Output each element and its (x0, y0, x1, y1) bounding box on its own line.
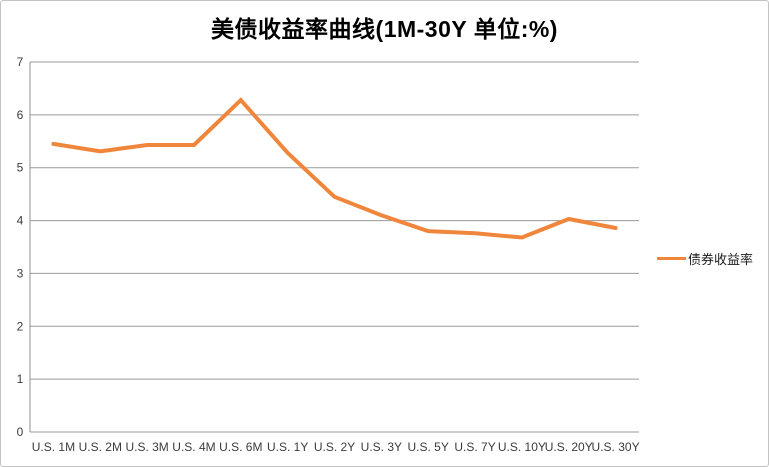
x-axis-label: U.S. 30Y (592, 440, 640, 454)
x-axis-label: U.S. 2M (79, 440, 122, 454)
x-axis-label: U.S. 6M (219, 440, 262, 454)
x-axis-label: U.S. 4M (172, 440, 215, 454)
x-axis-label: U.S. 20Y (545, 440, 593, 454)
x-axis-label: U.S. 1M (32, 440, 75, 454)
y-tick-label: 2 (17, 319, 24, 333)
chart-title: 美债收益率曲线(1M-30Y 单位:%) (211, 16, 558, 42)
bond-yield-series-line (51, 97, 618, 240)
x-axis-label: U.S. 7Y (454, 440, 495, 454)
y-tick-label: 0 (17, 425, 24, 439)
y-tick-label: 7 (17, 55, 24, 69)
x-axis-label: U.S. 3M (125, 440, 168, 454)
legend-series-label: 债券收益率 (688, 252, 754, 267)
x-axis-label: U.S. 10Y (498, 440, 546, 454)
y-tick-label: 6 (17, 108, 24, 122)
y-tick-label: 3 (17, 266, 24, 280)
x-axis-label: U.S. 1Y (267, 440, 308, 454)
series-line-legend-marker (657, 257, 686, 260)
y-tick-label: 5 (17, 161, 24, 175)
y-tick-label: 4 (17, 214, 24, 228)
y-tick-label: 1 (17, 372, 24, 386)
legend: 债券收益率 (657, 249, 753, 268)
x-axis-label: U.S. 5Y (408, 440, 449, 454)
x-axis-label: U.S. 3Y (361, 440, 402, 454)
x-axis-label: U.S. 2Y (314, 440, 355, 454)
